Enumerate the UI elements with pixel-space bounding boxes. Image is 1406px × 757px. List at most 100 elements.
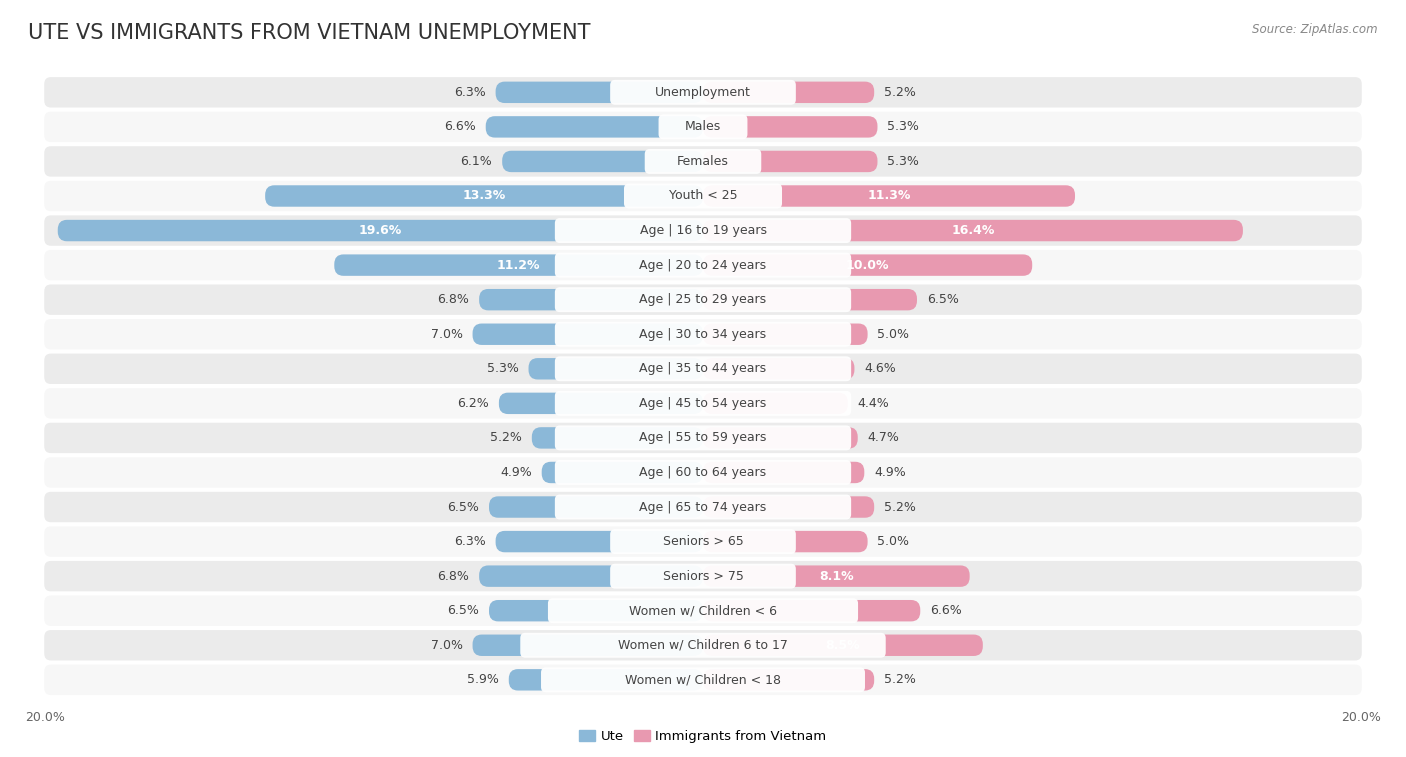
Text: 6.8%: 6.8%: [437, 293, 470, 306]
FancyBboxPatch shape: [555, 494, 851, 519]
Text: 4.7%: 4.7%: [868, 431, 900, 444]
FancyBboxPatch shape: [44, 112, 1362, 142]
Text: UTE VS IMMIGRANTS FROM VIETNAM UNEMPLOYMENT: UTE VS IMMIGRANTS FROM VIETNAM UNEMPLOYM…: [28, 23, 591, 42]
FancyBboxPatch shape: [555, 460, 851, 485]
Text: 5.0%: 5.0%: [877, 535, 910, 548]
FancyBboxPatch shape: [703, 531, 868, 553]
FancyBboxPatch shape: [703, 393, 848, 414]
Text: 6.3%: 6.3%: [454, 86, 485, 99]
Text: 8.5%: 8.5%: [825, 639, 860, 652]
Text: 16.4%: 16.4%: [952, 224, 994, 237]
FancyBboxPatch shape: [44, 665, 1362, 695]
Text: 11.2%: 11.2%: [496, 259, 540, 272]
Text: Age | 65 to 74 years: Age | 65 to 74 years: [640, 500, 766, 513]
Text: Youth < 25: Youth < 25: [669, 189, 737, 202]
FancyBboxPatch shape: [703, 634, 983, 656]
Text: 10.0%: 10.0%: [846, 259, 890, 272]
FancyBboxPatch shape: [541, 462, 703, 483]
FancyBboxPatch shape: [266, 185, 703, 207]
FancyBboxPatch shape: [44, 181, 1362, 211]
FancyBboxPatch shape: [610, 529, 796, 554]
Text: 6.1%: 6.1%: [461, 155, 492, 168]
Text: 5.2%: 5.2%: [884, 673, 915, 687]
FancyBboxPatch shape: [703, 289, 917, 310]
FancyBboxPatch shape: [555, 218, 851, 243]
FancyBboxPatch shape: [44, 146, 1362, 176]
FancyBboxPatch shape: [703, 82, 875, 103]
FancyBboxPatch shape: [555, 322, 851, 347]
Text: Age | 16 to 19 years: Age | 16 to 19 years: [640, 224, 766, 237]
FancyBboxPatch shape: [472, 634, 703, 656]
FancyBboxPatch shape: [703, 185, 1076, 207]
Text: 5.3%: 5.3%: [887, 155, 920, 168]
Text: 4.9%: 4.9%: [875, 466, 905, 479]
Text: Source: ZipAtlas.com: Source: ZipAtlas.com: [1253, 23, 1378, 36]
FancyBboxPatch shape: [499, 393, 703, 414]
Text: 4.4%: 4.4%: [858, 397, 890, 410]
FancyBboxPatch shape: [555, 391, 851, 416]
Text: 5.3%: 5.3%: [887, 120, 920, 133]
FancyBboxPatch shape: [44, 561, 1362, 591]
FancyBboxPatch shape: [555, 253, 851, 278]
FancyBboxPatch shape: [509, 669, 703, 690]
FancyBboxPatch shape: [658, 114, 748, 139]
Text: 6.5%: 6.5%: [447, 500, 479, 513]
Text: 8.1%: 8.1%: [820, 570, 853, 583]
Text: Women w/ Children 6 to 17: Women w/ Children 6 to 17: [619, 639, 787, 652]
FancyBboxPatch shape: [44, 215, 1362, 246]
FancyBboxPatch shape: [479, 289, 703, 310]
FancyBboxPatch shape: [531, 427, 703, 449]
FancyBboxPatch shape: [703, 358, 855, 379]
FancyBboxPatch shape: [703, 220, 1243, 241]
FancyBboxPatch shape: [610, 80, 796, 104]
FancyBboxPatch shape: [44, 285, 1362, 315]
FancyBboxPatch shape: [703, 116, 877, 138]
Text: 5.2%: 5.2%: [884, 86, 915, 99]
FancyBboxPatch shape: [58, 220, 703, 241]
Text: 6.2%: 6.2%: [457, 397, 489, 410]
FancyBboxPatch shape: [472, 323, 703, 345]
FancyBboxPatch shape: [44, 492, 1362, 522]
FancyBboxPatch shape: [548, 598, 858, 623]
FancyBboxPatch shape: [703, 254, 1032, 276]
FancyBboxPatch shape: [44, 388, 1362, 419]
Text: Females: Females: [678, 155, 728, 168]
FancyBboxPatch shape: [703, 565, 970, 587]
FancyBboxPatch shape: [44, 422, 1362, 453]
Text: 6.5%: 6.5%: [447, 604, 479, 617]
FancyBboxPatch shape: [703, 151, 877, 172]
Text: 19.6%: 19.6%: [359, 224, 402, 237]
Text: Age | 20 to 24 years: Age | 20 to 24 years: [640, 259, 766, 272]
FancyBboxPatch shape: [703, 669, 875, 690]
Text: Age | 55 to 59 years: Age | 55 to 59 years: [640, 431, 766, 444]
FancyBboxPatch shape: [495, 82, 703, 103]
Text: 4.9%: 4.9%: [501, 466, 531, 479]
FancyBboxPatch shape: [44, 457, 1362, 488]
Text: Seniors > 75: Seniors > 75: [662, 570, 744, 583]
FancyBboxPatch shape: [502, 151, 703, 172]
Text: Unemployment: Unemployment: [655, 86, 751, 99]
FancyBboxPatch shape: [44, 250, 1362, 280]
Text: Age | 35 to 44 years: Age | 35 to 44 years: [640, 363, 766, 375]
FancyBboxPatch shape: [520, 633, 886, 658]
Text: 6.8%: 6.8%: [437, 570, 470, 583]
FancyBboxPatch shape: [703, 462, 865, 483]
Text: 5.2%: 5.2%: [884, 500, 915, 513]
FancyBboxPatch shape: [335, 254, 703, 276]
Text: Age | 45 to 54 years: Age | 45 to 54 years: [640, 397, 766, 410]
Text: 5.9%: 5.9%: [467, 673, 499, 687]
Legend: Ute, Immigrants from Vietnam: Ute, Immigrants from Vietnam: [574, 724, 832, 748]
FancyBboxPatch shape: [703, 427, 858, 449]
FancyBboxPatch shape: [44, 319, 1362, 350]
FancyBboxPatch shape: [44, 526, 1362, 557]
FancyBboxPatch shape: [489, 600, 703, 621]
Text: 7.0%: 7.0%: [430, 328, 463, 341]
Text: 6.6%: 6.6%: [931, 604, 962, 617]
FancyBboxPatch shape: [541, 668, 865, 692]
Text: 13.3%: 13.3%: [463, 189, 506, 202]
FancyBboxPatch shape: [44, 630, 1362, 660]
FancyBboxPatch shape: [555, 357, 851, 382]
Text: Women w/ Children < 18: Women w/ Children < 18: [626, 673, 780, 687]
FancyBboxPatch shape: [489, 497, 703, 518]
Text: 11.3%: 11.3%: [868, 189, 911, 202]
